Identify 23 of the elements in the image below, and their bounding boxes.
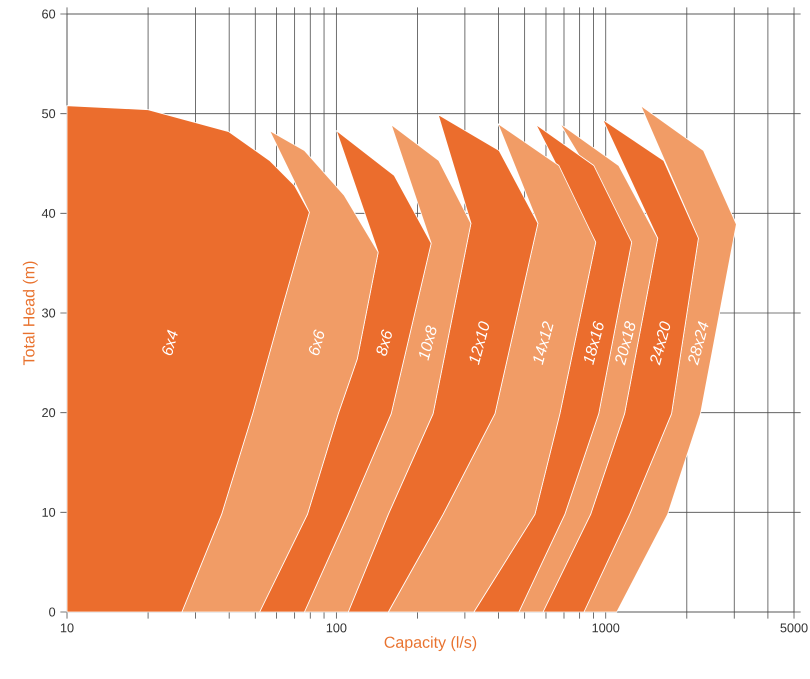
y-tick-label: 20 [42,408,56,418]
y-tick-label: 0 [49,608,56,616]
x-tick-label: 100 [326,623,346,632]
series-label: 24x20 [650,321,670,366]
y-tick-label: 60 [42,10,56,18]
x-tick-label: 10 [60,623,74,632]
y-axis-title: Total Head (m) [22,262,38,366]
series-label: 10x8 [419,325,436,361]
series-label: 14x12 [533,321,554,366]
series-label: 8x6 [376,330,392,356]
series-label: 6x4 [162,330,178,356]
x-tick-label: 5000 [780,623,808,632]
x-tick-label: 1000 [592,623,620,632]
series-label: 12x10 [470,321,489,365]
y-tick-label: 30 [42,308,56,318]
series-label: 6x6 [309,330,324,356]
series-label: 28x24 [688,321,708,366]
x-axis-title: Capacity (l/s) [384,636,476,652]
y-tick-label: 40 [42,208,56,218]
series-label: 20x18 [615,321,636,366]
series-label: 18x16 [584,320,604,365]
y-tick-label: 10 [42,508,56,517]
y-tick-label: 50 [42,109,56,118]
